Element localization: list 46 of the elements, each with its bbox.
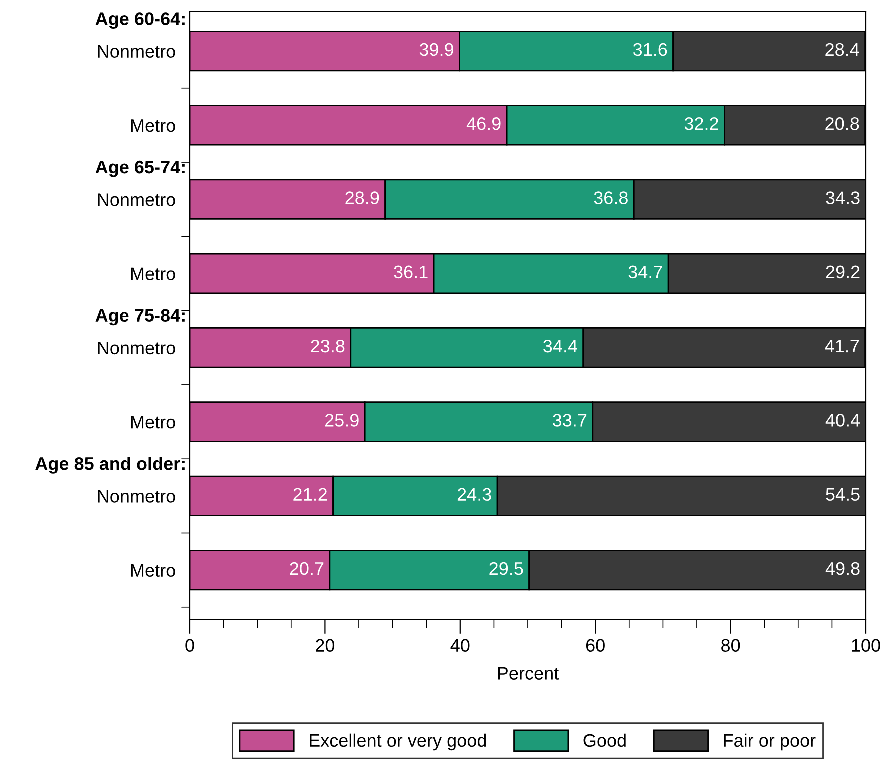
x-axis-title: Percent [498, 667, 559, 680]
x-tick-label: 60 [586, 639, 605, 652]
data-label: 49.8 [826, 562, 860, 576]
data-label: 25.9 [325, 414, 359, 427]
data-label: 24.3 [458, 488, 492, 502]
data-label: 32.2 [684, 118, 718, 130]
y-tick-label: Metro [131, 564, 176, 578]
x-tick-label: 40 [450, 639, 470, 652]
text: Age 75-84: [96, 309, 185, 326]
data-label: 46.9 [466, 118, 501, 130]
data-label: 34.4 [544, 340, 578, 353]
x-tick-label: 80 [722, 639, 740, 652]
x-tick-label: 20 [316, 639, 335, 652]
y-tick-label: Nonmetro [98, 194, 176, 206]
data-label: 29.2 [826, 266, 860, 279]
data-label: 23.8 [311, 340, 345, 353]
data-label: 33.7 [553, 414, 587, 427]
legend-label: Excellent or very good [310, 734, 486, 751]
data-label: 54.5 [826, 488, 860, 502]
data-label: 31.6 [633, 43, 668, 56]
data-label: 39.9 [420, 43, 454, 56]
y-tick-label: Metro [131, 268, 176, 280]
text: Age 65-74: [96, 160, 185, 178]
legend-label: Fair or poor [724, 734, 816, 751]
y-tick-label: Nonmetro [98, 342, 176, 355]
y-tick-label: Metro [131, 120, 176, 132]
legend-label: Good [584, 734, 626, 748]
data-label: 28.9 [346, 192, 380, 204]
data-label: 34.7 [628, 266, 662, 279]
data-label: 34.3 [826, 192, 860, 204]
data-label: 20.8 [826, 118, 860, 130]
data-label: 29.5 [490, 562, 524, 576]
data-label: 21.2 [294, 488, 327, 501]
data-label: 28.4 [826, 43, 860, 56]
x-tick-label: 0 [186, 639, 194, 652]
text: Age 85 and older: [36, 457, 185, 474]
data-label: 36.1 [394, 266, 428, 279]
y-tick-label: Metro [131, 416, 176, 429]
x-tick-label: 100 [852, 639, 880, 652]
data-label: 41.7 [825, 340, 860, 353]
y-tick-label: Nonmetro [98, 45, 176, 58]
text: Age 60-64: [96, 12, 185, 30]
data-label: 40.4 [826, 414, 860, 427]
y-tick-label: Nonmetro [98, 490, 176, 503]
data-label: 36.8 [594, 192, 628, 204]
data-label: 20.7 [290, 562, 324, 576]
